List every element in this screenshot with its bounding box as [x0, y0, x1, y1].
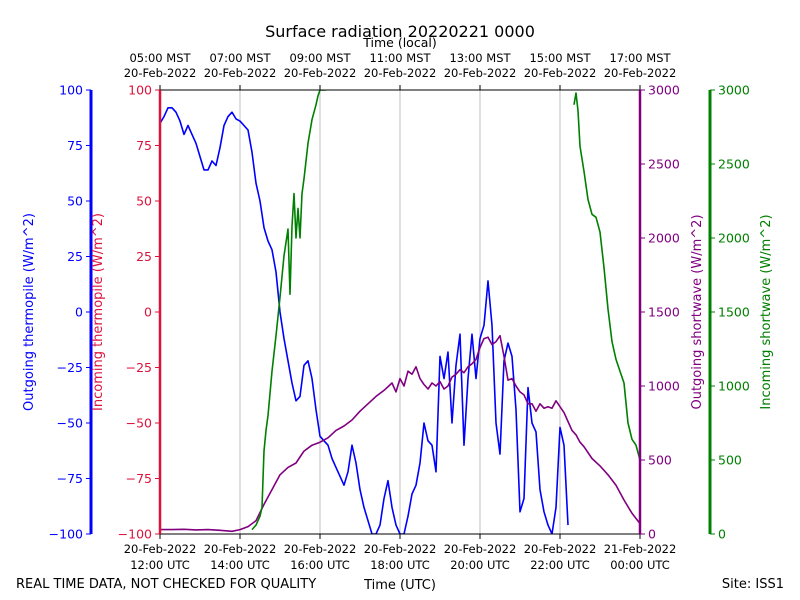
incoming_thermopile-tick-label: −75: [126, 471, 152, 486]
incoming_shortwave-line-afternoon: [573, 92, 640, 461]
outgoing_shortwave-tick-label: 500: [648, 453, 672, 468]
outgoing_shortwave-tick-label: 0: [648, 527, 656, 542]
grid-lines: [239, 90, 561, 534]
x-tick-date: 20-Feb-2022: [444, 542, 517, 556]
incoming_shortwave-line: [251, 90, 326, 531]
x-tick-time: 18:00 UTC: [370, 558, 430, 572]
outgoing_thermopile-tick-label: −25: [57, 360, 83, 375]
x-axis-label: Time (UTC): [363, 578, 436, 593]
outgoing_shortwave-line: [160, 334, 640, 533]
outgoing_thermopile-line: [160, 107, 569, 534]
incoming_shortwave-tick-label: 0: [718, 527, 726, 542]
incoming_thermopile-tick-label: −25: [126, 360, 152, 375]
incoming_thermopile-tick-label: 25: [136, 249, 152, 264]
outgoing_shortwave-axis-label: Outgoing shortwave (W/m^2): [690, 214, 705, 409]
incoming_thermopile-tick-label: 100: [128, 83, 152, 98]
top-tick-time: 17:00 MST: [609, 51, 671, 65]
incoming_shortwave-tick-label: 2500: [718, 157, 750, 172]
outgoing_thermopile-tick-label: −50: [57, 416, 83, 431]
site-label: Site: ISS1: [722, 577, 784, 592]
outgoing_shortwave-tick-label: 2500: [648, 157, 680, 172]
outgoing_shortwave-tick-label: 1000: [648, 379, 680, 394]
incoming_shortwave-tick-label: 3000: [718, 83, 750, 98]
incoming_thermopile-tick-label: −50: [126, 416, 152, 431]
top-tick-date: 20-Feb-2022: [204, 66, 277, 80]
incoming_shortwave-tick-label: 1500: [718, 305, 750, 320]
incoming_shortwave-tick-label: 1000: [718, 379, 750, 394]
top-tick-date: 20-Feb-2022: [124, 66, 197, 80]
outgoing_thermopile-tick-label: 75: [67, 138, 83, 153]
top-tick-date: 20-Feb-2022: [604, 66, 677, 80]
outgoing_thermopile-tick-label: −100: [49, 527, 83, 542]
top-tick-date: 20-Feb-2022: [284, 66, 357, 80]
incoming_shortwave-axis-label: Incoming shortwave (W/m^2): [759, 214, 774, 409]
x-tick-date: 20-Feb-2022: [284, 542, 357, 556]
outgoing_thermopile-tick-label: 25: [67, 249, 83, 264]
x-tick-time: 12:00 UTC: [130, 558, 190, 572]
x-tick-date: 21-Feb-2022: [604, 542, 677, 556]
outgoing_shortwave-tick-label: 1500: [648, 305, 680, 320]
incoming_thermopile-tick-label: −100: [118, 527, 152, 542]
x-tick-date: 20-Feb-2022: [364, 542, 437, 556]
x-tick-time: 00:00 UTC: [610, 558, 670, 572]
outgoing_thermopile-tick-label: 50: [67, 194, 83, 209]
top-tick-time: 11:00 MST: [369, 51, 431, 65]
quality-note: REAL TIME DATA, NOT CHECKED FOR QUALITY: [16, 577, 316, 592]
incoming_shortwave-tick-label: 2000: [718, 231, 750, 246]
incoming_thermopile-tick-label: 0: [144, 305, 152, 320]
incoming_thermopile-tick-label: 50: [136, 194, 152, 209]
x-tick-time: 16:00 UTC: [290, 558, 350, 572]
incoming_thermopile-tick-label: 75: [136, 138, 152, 153]
top-tick-time: 05:00 MST: [129, 51, 191, 65]
top-tick-time: 15:00 MST: [529, 51, 591, 65]
incoming_shortwave-tick-label: 500: [718, 453, 742, 468]
x-ticks-group: 20-Feb-2022 12:00 UTC 20-Feb-2022 14:00 UTC…: [124, 51, 677, 572]
x-tick-date: 20-Feb-2022: [124, 542, 197, 556]
top-axis-label: Time (local): [362, 35, 436, 50]
top-tick-date: 20-Feb-2022: [444, 66, 517, 80]
axes-group: −100 −75 −50 −25 0 25 50 75 100 Outgoing thermopi…: [22, 83, 774, 542]
outgoing_thermopile-tick-label: −75: [57, 471, 83, 486]
outgoing_thermopile-tick-label: 0: [75, 305, 83, 320]
top-tick-time: 13:00 MST: [449, 51, 511, 65]
x-tick-date: 20-Feb-2022: [204, 542, 277, 556]
incoming_thermopile-axis-label: Incoming thermopile (W/m^2): [91, 213, 106, 411]
top-tick-time: 09:00 MST: [289, 51, 351, 65]
chart-title: Surface radiation 20220221 0000: [265, 22, 535, 41]
top-tick-date: 20-Feb-2022: [524, 66, 597, 80]
x-tick-time: 22:00 UTC: [530, 558, 590, 572]
outgoing_thermopile-tick-label: 100: [59, 83, 83, 98]
x-tick-date: 20-Feb-2022: [524, 542, 597, 556]
top-tick-date: 20-Feb-2022: [364, 66, 437, 80]
outgoing_shortwave-tick-label: 3000: [648, 83, 680, 98]
series-group: [160, 90, 640, 534]
outgoing_shortwave-tick-label: 2000: [648, 231, 680, 246]
x-tick-time: 20:00 UTC: [450, 558, 510, 572]
top-tick-time: 07:00 MST: [209, 51, 271, 65]
x-tick-time: 14:00 UTC: [210, 558, 270, 572]
outgoing_thermopile-axis-label: Outgoing thermopile (W/m^2): [22, 213, 37, 411]
